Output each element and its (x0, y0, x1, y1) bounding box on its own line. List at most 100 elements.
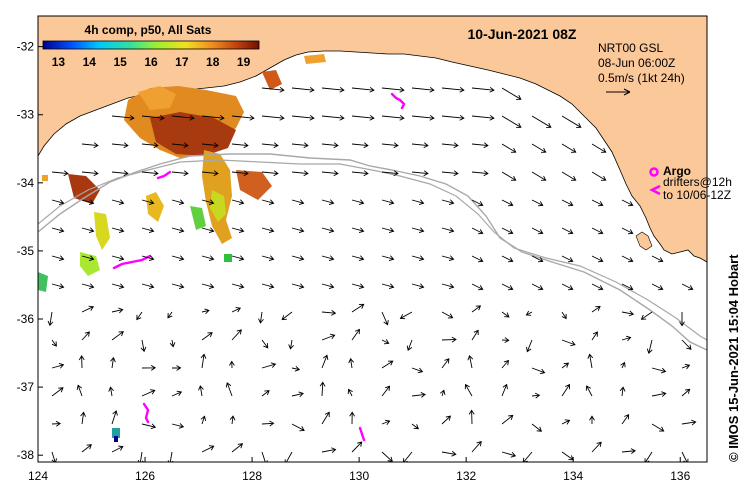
velocity-arrow (411, 142, 429, 149)
velocity-arrow (501, 171, 517, 181)
velocity-arrow (531, 227, 544, 235)
velocity-arrow (651, 367, 667, 374)
velocity-arrow (411, 255, 425, 261)
velocity-arrow (525, 310, 533, 316)
colorbar-label: 19 (237, 55, 251, 69)
velocity-arrow (651, 255, 664, 263)
velocity-arrow (471, 199, 484, 207)
colorbar-label: 17 (175, 55, 189, 69)
velocity-arrow (81, 283, 95, 289)
velocity-arrow (171, 142, 189, 149)
velocity-arrow (381, 339, 390, 345)
velocity-arrow (261, 420, 275, 427)
velocity-arrow (231, 255, 245, 261)
velocity-arrow (321, 227, 335, 233)
x-tick-label: 134 (563, 469, 583, 483)
velocity-arrow (171, 170, 189, 177)
velocity-scale: 0.5m/s (1kt 24h) (598, 71, 685, 85)
velocity-arrow (291, 170, 309, 177)
velocity-arrow (381, 283, 395, 289)
velocity-arrow (591, 171, 607, 181)
velocity-info: NRT00 GSL 08-Jun 06:00Z 0.5m/s (1kt 24h) (598, 41, 685, 96)
velocity-arrow (561, 171, 577, 181)
velocity-arrow (441, 199, 455, 205)
velocity-arrow (321, 199, 335, 205)
velocity-arrow (501, 414, 514, 425)
island (635, 231, 653, 251)
velocity-arrow (381, 385, 391, 397)
velocity-arrow (261, 199, 275, 205)
velocity-arrow (321, 114, 345, 121)
velocity-arrow (291, 391, 304, 398)
velocity-arrow (81, 227, 95, 233)
velocity-arrow (441, 170, 459, 177)
velocity-arrow (501, 383, 508, 397)
velocity-arrow (621, 227, 634, 235)
velocity-arrow (351, 303, 365, 313)
velocity-arrow (531, 199, 544, 207)
velocity-arrow (141, 364, 157, 371)
velocity-arrows (47, 86, 697, 462)
velocity-arrow (441, 311, 454, 319)
velocity-arrow (471, 329, 479, 341)
velocity-arrow (501, 87, 522, 100)
velocity-arrow (411, 114, 435, 121)
velocity-arrow (381, 451, 393, 462)
velocity-arrow (621, 199, 634, 207)
velocity-arrow (51, 227, 65, 233)
velocity-arrow (620, 361, 626, 369)
date-title: 10-Jun-2021 08Z (468, 26, 577, 42)
velocity-arrow (47, 311, 54, 327)
velocity-arrow (51, 170, 69, 177)
x-tick-label: 126 (135, 469, 155, 483)
velocity-arrow (81, 331, 90, 341)
velocity-arrow (321, 411, 330, 425)
velocity-arrow (201, 170, 219, 177)
velocity-arrow (381, 419, 391, 426)
velocity-arrow (231, 142, 249, 149)
velocity-arrow (201, 142, 219, 149)
velocity-arrow (321, 333, 336, 341)
velocity-arrow (651, 283, 664, 291)
drifter-marker-icon (649, 184, 661, 196)
colorbar-label: 18 (206, 55, 220, 69)
credit-text: © IMOS 15-Jun-2021 15:04 Hobart (726, 254, 741, 462)
velocity-arrow (591, 283, 604, 291)
velocity-arrow (441, 283, 455, 289)
velocity-arrow (471, 114, 495, 121)
velocity-arrow (291, 114, 315, 121)
velocity-arrow (351, 114, 375, 121)
velocity-arrow (501, 115, 522, 128)
velocity-arrow (171, 283, 185, 289)
velocity-arrow (141, 142, 159, 149)
velocity-arrow (321, 447, 337, 454)
velocity-arrow (231, 443, 244, 453)
velocity-arrow (76, 384, 83, 397)
velocity-arrow (80, 411, 86, 425)
velocity-arrow (141, 114, 165, 121)
velocity-arrow (351, 255, 365, 261)
velocity-arrow (291, 86, 315, 93)
velocity-arrow (411, 170, 429, 177)
plot-frame (37, 15, 708, 463)
velocity-arrow (261, 114, 285, 121)
y-tick-label: -34 (17, 176, 35, 190)
velocity-arrow (471, 440, 482, 453)
velocity-arrow (381, 360, 394, 369)
velocity-arrow (651, 423, 665, 432)
colorbar-label: 15 (113, 55, 127, 69)
velocity-arrow (261, 339, 269, 349)
velocity-arrow (200, 353, 207, 369)
colorbar-label: 13 (52, 55, 66, 69)
velocity-arrow (171, 199, 185, 205)
velocity-arrow (411, 392, 426, 398)
velocity-arrow (141, 199, 155, 205)
velocity-arrow (589, 415, 595, 425)
velocity-arrow (141, 227, 155, 233)
velocity-arrow (291, 142, 309, 149)
velocity-arrow (51, 387, 64, 397)
velocity-arrow (471, 142, 489, 149)
velocity-arrow (198, 385, 204, 397)
colorbar-label: 14 (83, 55, 97, 69)
